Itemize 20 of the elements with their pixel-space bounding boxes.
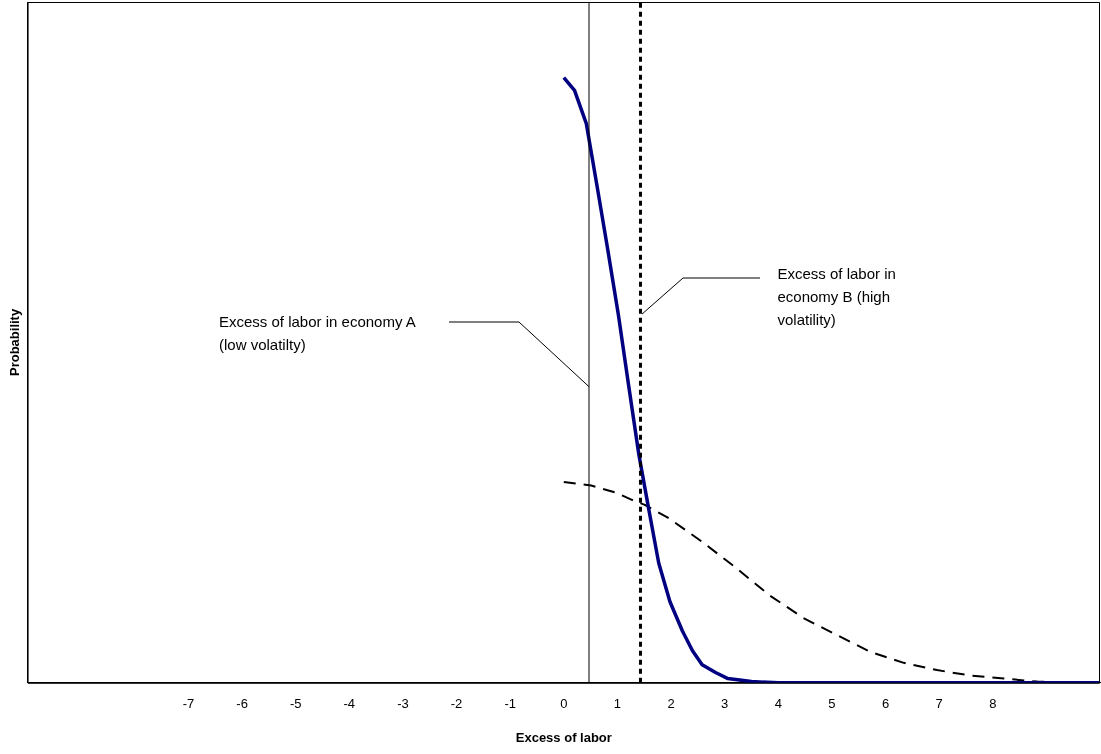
y-axis-title: Probability xyxy=(7,308,23,376)
x-tick-label: 2 xyxy=(667,696,675,712)
annotation: Excess of labor in economy A (low volatilty) xyxy=(219,311,417,355)
x-tick-label: -2 xyxy=(450,696,463,712)
x-tick-label: 0 xyxy=(560,696,568,712)
x-tick-label: -4 xyxy=(343,696,356,712)
x-tick-label: -7 xyxy=(182,696,195,712)
x-tick-label: -6 xyxy=(236,696,248,712)
x-tick-label: 4 xyxy=(774,696,782,712)
x-tick-label: 1 xyxy=(613,696,622,712)
x-tick-label: -3 xyxy=(397,696,409,712)
x-tick-label: -1 xyxy=(504,696,516,712)
annotation: Excess of labor in economy B (high volatility) xyxy=(777,263,897,330)
x-axis-title: Excess of labor xyxy=(515,729,612,745)
x-tick-label: 5 xyxy=(828,696,836,712)
x-tick-label: 8 xyxy=(989,696,997,712)
x-tick-label: 7 xyxy=(935,696,943,712)
x-tick-label: 6 xyxy=(881,696,890,712)
x-tick-label: -5 xyxy=(289,696,302,712)
x-tick-label: 3 xyxy=(721,696,729,712)
